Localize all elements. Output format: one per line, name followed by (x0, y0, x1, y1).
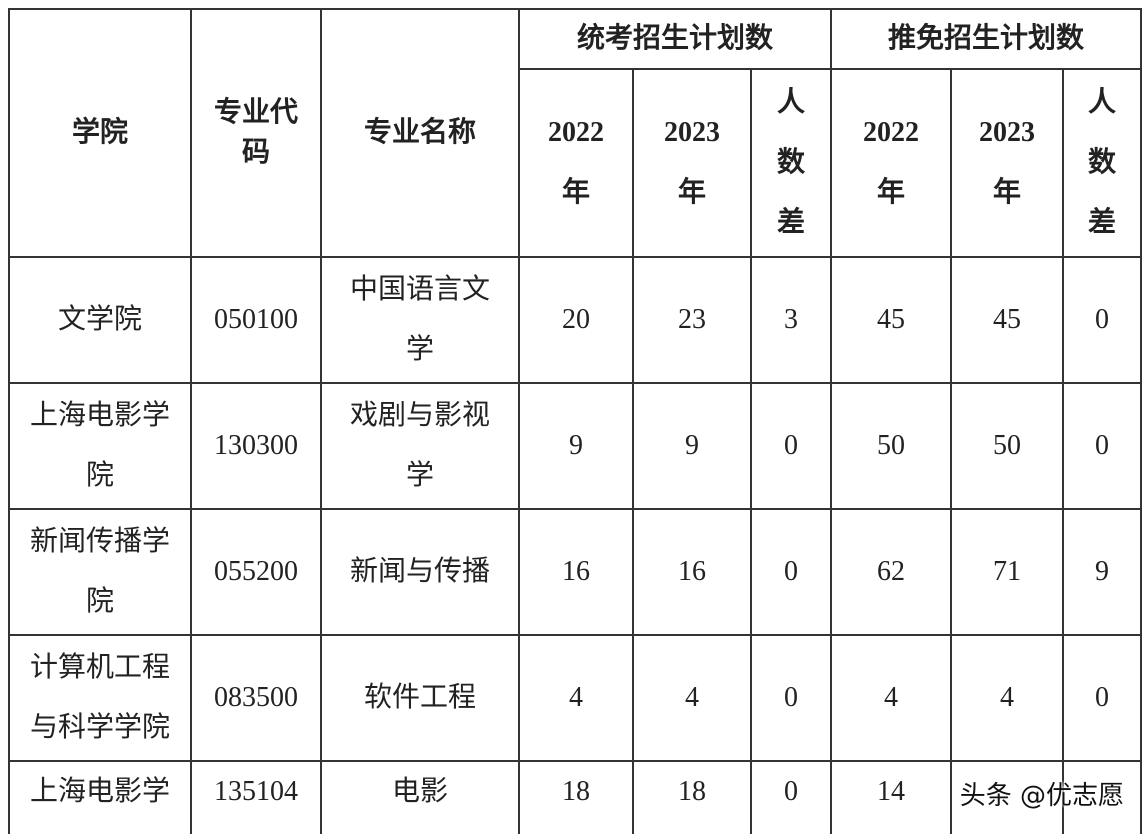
table-cell: 16 (518, 508, 634, 636)
table-cell: 4 (830, 634, 953, 762)
table-cell: 0 (749, 760, 833, 834)
table-cell: 083500 (190, 634, 322, 762)
table-cell: 9 (632, 382, 752, 510)
watermark: 头条 @优志愿 (959, 781, 1124, 811)
table-cell: 4 (518, 634, 634, 762)
table-cell: 新闻与传播 (320, 508, 520, 636)
enrollment-table: 学院 专业代码 专业名称 统考招生计划数 推免招生计划数 2022年 2023年… (8, 8, 1142, 834)
table-cell: 中国语言文学 (320, 256, 520, 384)
table-cell: 18 (518, 760, 634, 834)
table-cell (950, 760, 1065, 834)
table-cell: 0 (1062, 382, 1142, 510)
table-cell: 上海电影学 (8, 760, 192, 834)
group-header: 推免招生计划数 (830, 8, 1142, 70)
table-cell: 电影 (320, 760, 520, 834)
table-cell: 计算机工程与科学学院 (8, 634, 192, 762)
table-cell: 130300 (190, 382, 322, 510)
table-cell: 14 (830, 760, 953, 834)
table-cell: 文学院 (8, 256, 192, 384)
header-row: 2022年 2023年 人数差 2022年 2023年 人数差 (9, 68, 1142, 258)
group-header: 统考招生计划数 (517, 8, 833, 70)
table-cell: 4 (632, 634, 752, 762)
header-cell: 2023年 (632, 68, 752, 258)
table-cell: 135104 (190, 760, 322, 834)
table-cell: 0 (749, 382, 833, 510)
table-cell: 4 (950, 634, 1065, 762)
table-cell: 62 (830, 508, 953, 636)
table-cell: 18 (632, 760, 752, 834)
header-cell: 2022年 (830, 68, 953, 258)
table-cell: 9 (518, 382, 634, 510)
table-cell: 16 (632, 508, 752, 636)
table-cell: 71 (950, 508, 1065, 636)
header-cell: 专业名称 (320, 8, 520, 258)
table-row: 文学院 050100 中国语言文学 20 23 3 45 45 0 (8, 256, 1142, 384)
table-cell: 50 (950, 382, 1065, 510)
table-cell: 50 (830, 382, 953, 510)
header-cell: 2022年 (518, 68, 634, 258)
table-row: 上海电影学院 130300 戏剧与影视学 9 9 0 50 50 0 (8, 382, 1142, 510)
table-wrap: 学院 专业代码 专业名称 统考招生计划数 推免招生计划数 2022年 2023年… (8, 8, 1142, 834)
table-cell: 0 (1062, 634, 1142, 762)
table-cell: 20 (518, 256, 634, 384)
header-cell: 2023年 (950, 68, 1065, 258)
table-cell: 055200 (190, 508, 322, 636)
table-cell: 45 (950, 256, 1065, 384)
header-cell: 专业代码 (190, 8, 322, 258)
table-cell: 新闻传播学院 (8, 508, 192, 636)
table-cell: 050100 (190, 256, 322, 384)
table-cell: 3 (749, 256, 833, 384)
header-row: 学院 专业代码 专业名称 统考招生计划数 推免招生计划数 (8, 8, 1142, 258)
table-cell: 9 (1062, 508, 1142, 636)
table-cell: 软件工程 (320, 634, 520, 762)
table-cell: 0 (1062, 256, 1142, 384)
table-row: 新闻传播学院 055200 新闻与传播 16 16 0 62 71 9 (8, 508, 1142, 636)
header-cell: 人数差 (749, 68, 833, 258)
table-row: 计算机工程与科学学院 083500 软件工程 4 4 0 4 4 0 (8, 634, 1142, 762)
header-cell: 学院 (8, 8, 192, 258)
table-cell: 0 (749, 508, 833, 636)
table-cell: 0 (749, 634, 833, 762)
table-cell: 上海电影学院 (8, 382, 192, 510)
header-cell: 人数差 (1062, 68, 1142, 258)
table-row: 上海电影学 135104 电影 18 18 0 14 (8, 760, 1142, 834)
table-cell (1062, 760, 1142, 834)
table-cell: 45 (830, 256, 953, 384)
table-cell: 23 (632, 256, 752, 384)
table-body: 文学院 050100 中国语言文学 20 23 3 45 45 0 上海电影学院 130300 戏剧与… (8, 256, 1142, 834)
table-cell: 戏剧与影视学 (320, 382, 520, 510)
